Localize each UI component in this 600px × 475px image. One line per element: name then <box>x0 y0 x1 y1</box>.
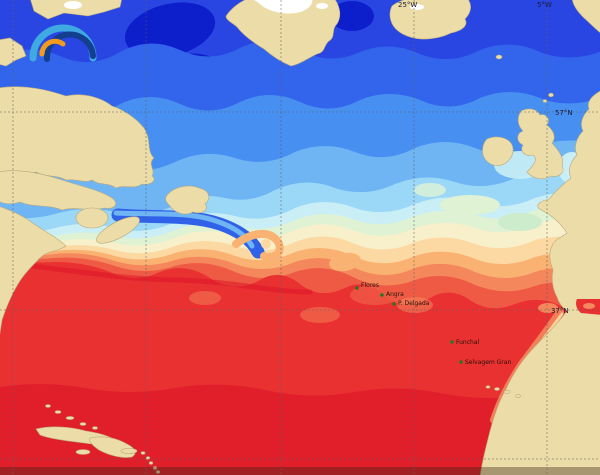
bottom-edge-strip <box>0 467 600 475</box>
land-puerto-rico <box>120 448 138 454</box>
greenland-ice-speck <box>316 3 328 9</box>
canada-ice-patch <box>64 1 82 9</box>
place-marker <box>459 360 463 364</box>
land-quebec-labrador <box>0 86 155 189</box>
place-angra: Angra <box>380 291 404 298</box>
iceland-glacier <box>410 4 424 10</box>
place-funchal: Funchal <box>450 339 480 346</box>
land-newfoundland <box>165 185 210 215</box>
land-shetland-1 <box>548 92 554 98</box>
land-faroe <box>495 54 503 60</box>
place-flores: Flores <box>355 282 379 290</box>
land-canary-4 <box>515 394 521 398</box>
land-nova-scotia <box>96 216 140 244</box>
arcs-logo <box>29 24 97 62</box>
place-marker <box>380 293 384 297</box>
land-norway-corner <box>572 0 600 33</box>
land-iceland <box>389 0 471 40</box>
land-quebec-south <box>0 170 116 211</box>
place-labels: Flores Angra P. Delgada Funchal Selvagem… <box>355 282 511 366</box>
ice-caps <box>64 0 424 14</box>
land-europe-africa <box>479 90 600 475</box>
land-canary-2 <box>494 387 500 391</box>
eddies-and-fronts <box>0 151 586 424</box>
place-label: Angra <box>386 291 404 298</box>
logo-inner-arc <box>39 38 66 57</box>
place-label: P. Delgada <box>398 300 430 307</box>
place-label: Funchal <box>456 339 480 346</box>
grid-labels: 25°W 5°W 57°N 37°N <box>398 1 573 315</box>
land-canada-arctic <box>30 0 122 20</box>
land-britain <box>517 108 564 180</box>
land-greenland <box>225 0 341 67</box>
place-selvagem-gran: Selvagem Gran <box>459 359 511 366</box>
grid-label-37n: 37°N <box>551 307 569 315</box>
sst-band-deep-red <box>0 384 600 475</box>
land-bahamas <box>45 404 98 430</box>
greenland-ice-cap <box>254 0 313 14</box>
land-lesser-antilles <box>140 451 161 474</box>
logo-middle-arc <box>43 31 96 62</box>
place-label: Flores <box>361 282 379 289</box>
place-marker <box>450 340 454 344</box>
land-canary-3 <box>503 390 511 394</box>
place-label: Selvagem Gran <box>465 359 511 366</box>
land-us-east-coast <box>0 206 67 335</box>
land-ireland <box>482 136 514 166</box>
land-new-brunswick <box>75 207 109 229</box>
land-shetland-2 <box>542 99 548 103</box>
place-marker <box>392 302 396 306</box>
land-jamaica <box>75 449 91 455</box>
grid-label-25w: 25°W <box>398 1 417 9</box>
place-marker <box>355 286 359 290</box>
alboran-patch <box>583 303 595 309</box>
grid-label-5w: 5°W <box>537 1 552 9</box>
grid-label-57n: 57°N <box>555 109 573 117</box>
place-p-delgada: P. Delgada <box>392 300 430 307</box>
land-canary-1 <box>485 385 491 389</box>
